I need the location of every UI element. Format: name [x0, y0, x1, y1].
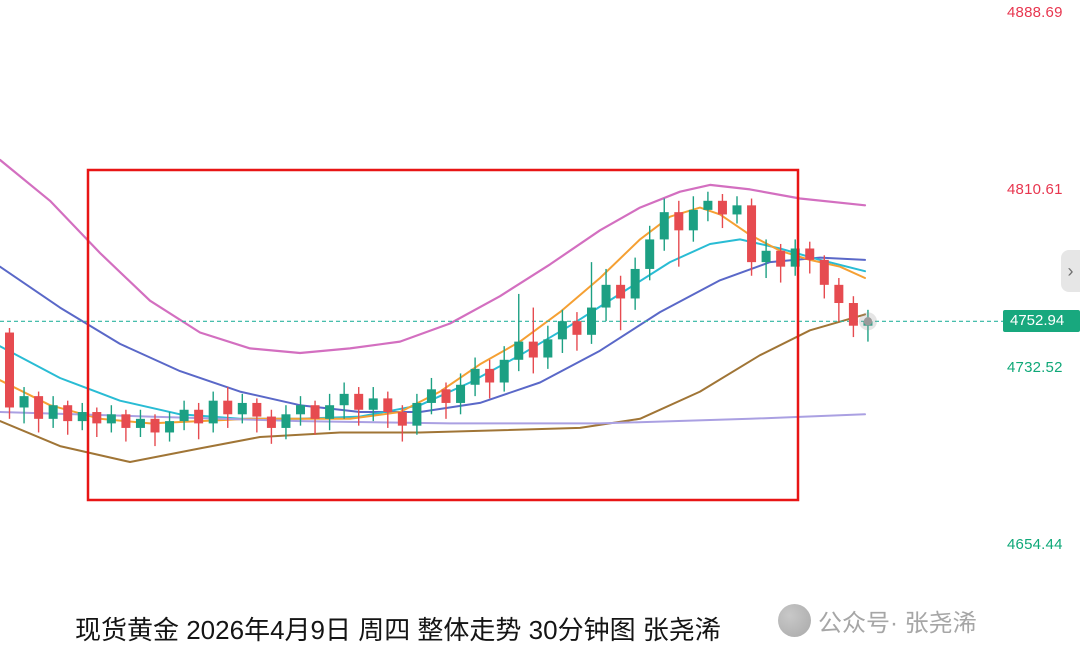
lower-band-lavender-line	[0, 411, 866, 425]
candle-body	[296, 405, 305, 415]
candle-body	[601, 284, 611, 308]
watermark-text: 公众号· 张尧浠	[818, 610, 977, 637]
candle-body	[397, 412, 407, 426]
candle-body	[237, 402, 247, 415]
ma-brown-line	[0, 313, 866, 463]
candle-body	[470, 368, 480, 385]
candle-body	[747, 205, 757, 263]
candle-body	[325, 405, 335, 419]
price-axis-label: 4810.61	[1007, 181, 1063, 199]
watermark: 公众号· 张尧浠	[778, 603, 977, 638]
candle-body	[368, 398, 378, 410]
candle-body	[63, 405, 73, 422]
candle-body	[819, 259, 829, 285]
candle-body	[135, 418, 145, 428]
candle-body	[557, 321, 567, 340]
current-price-badge: 4752.94	[1003, 310, 1080, 333]
candle-body	[252, 402, 262, 417]
candle-body	[776, 250, 786, 267]
chart-caption: 现货黄金 2026年4月9日 周四 整体走势 30分钟图 张尧浠	[75, 615, 721, 645]
candle-body	[703, 200, 713, 210]
candle-body	[616, 284, 626, 299]
candle-body	[688, 209, 698, 231]
chevron-right-icon: ›	[1067, 261, 1074, 281]
candle-body	[19, 396, 29, 408]
candle-body	[281, 414, 291, 428]
candle-body	[106, 414, 116, 424]
candle-body	[179, 409, 189, 422]
candle-body	[790, 248, 800, 267]
candle-body	[456, 384, 466, 403]
candle-body	[732, 205, 742, 215]
price-axis-label: 4732.52	[1007, 358, 1063, 376]
candle-body	[194, 409, 204, 424]
candle-body	[121, 414, 131, 428]
candle-body	[528, 341, 538, 358]
collapse-panel-tab[interactable]: ›	[1061, 250, 1080, 292]
candle-body	[659, 212, 669, 240]
candle-body	[848, 303, 858, 326]
candle-body	[630, 268, 640, 299]
candle-body	[805, 248, 815, 260]
ma-orange-line	[0, 206, 866, 425]
candle-body	[674, 212, 684, 231]
candle-body	[208, 400, 218, 424]
candle-body	[383, 398, 393, 413]
price-axis-label: 4888.69	[1007, 4, 1063, 21]
upper-band-pink-line	[0, 158, 867, 355]
candle-body	[499, 359, 509, 383]
candle-body	[34, 396, 44, 419]
candle-body	[441, 389, 451, 403]
candle-body	[266, 416, 276, 428]
candle-body	[761, 250, 771, 263]
candle-body	[310, 405, 320, 419]
candle-body	[514, 341, 524, 360]
watermark-logo-icon	[778, 604, 811, 637]
candle-body	[150, 418, 160, 433]
candle-body	[5, 332, 14, 408]
candle-body	[543, 339, 553, 358]
candle-body	[572, 321, 582, 335]
candle-body	[645, 239, 655, 269]
candle-body	[834, 284, 844, 304]
ma-blue-line	[0, 256, 866, 413]
candle-body	[426, 389, 436, 403]
candle-body	[412, 402, 422, 426]
price-axis-label: 4654.44	[1007, 536, 1063, 554]
candle-body	[587, 307, 596, 335]
last-price-dot	[863, 317, 873, 326]
candle-body	[77, 412, 87, 422]
candle-body	[339, 393, 349, 406]
candle-body	[165, 421, 175, 433]
highlight-red-box	[86, 168, 800, 502]
candle-body	[92, 412, 102, 424]
candle-body	[354, 393, 364, 410]
candle-body	[48, 405, 58, 419]
candle-body	[223, 400, 233, 415]
candle-body	[717, 200, 727, 215]
candle-body	[485, 368, 495, 383]
